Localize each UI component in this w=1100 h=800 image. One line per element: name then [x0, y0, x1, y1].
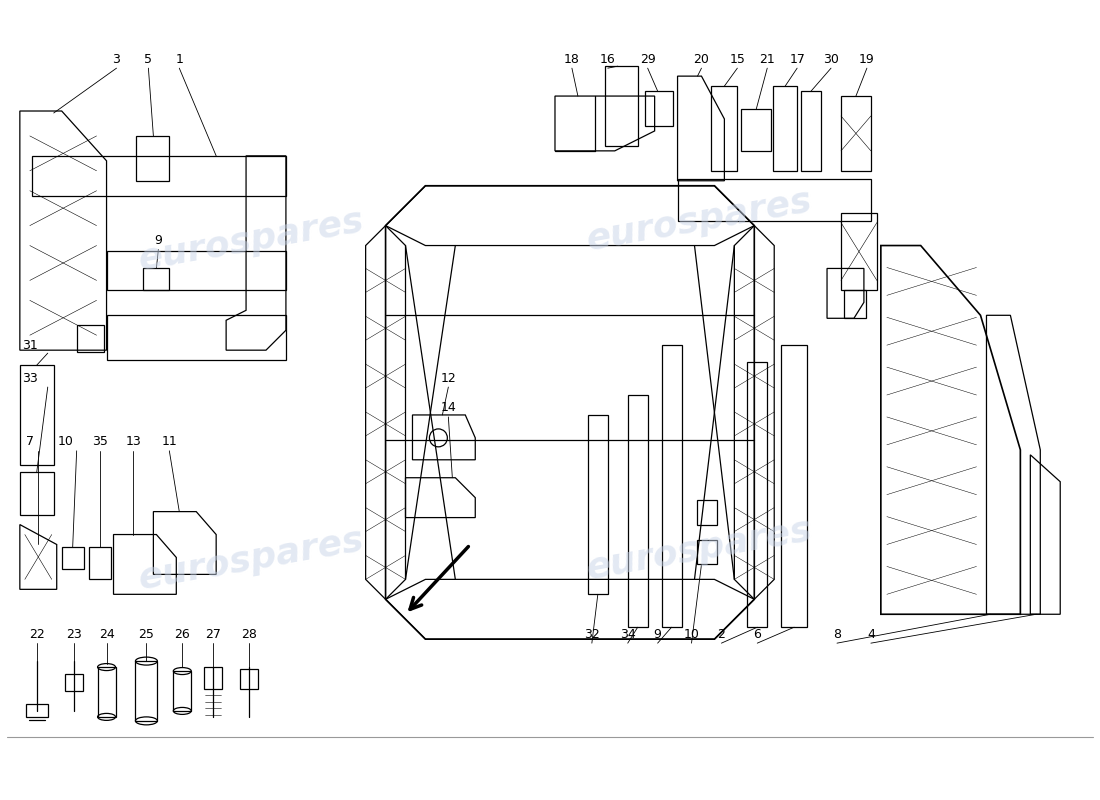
Text: 17: 17 [789, 53, 805, 66]
Text: 34: 34 [620, 628, 636, 641]
Text: 30: 30 [823, 53, 839, 66]
Text: 8: 8 [833, 628, 842, 641]
Bar [697, 500, 717, 525]
Text: 21: 21 [759, 53, 775, 66]
Text: 9: 9 [154, 234, 163, 247]
Text: 10: 10 [58, 435, 74, 448]
Text: 24: 24 [99, 628, 114, 641]
Bar [697, 539, 717, 565]
Bar [844, 290, 866, 318]
Text: 4: 4 [867, 628, 875, 641]
Text: 27: 27 [206, 628, 221, 641]
Text: 28: 28 [241, 628, 257, 641]
Text: 13: 13 [125, 435, 141, 448]
Text: eurospares: eurospares [584, 184, 815, 258]
Text: 9: 9 [653, 628, 661, 641]
Bar [62, 547, 84, 570]
Text: 20: 20 [693, 53, 710, 66]
Text: 22: 22 [29, 628, 45, 641]
Text: 12: 12 [440, 371, 456, 385]
Text: 29: 29 [640, 53, 656, 66]
Bar [89, 547, 110, 579]
Text: 19: 19 [859, 53, 874, 66]
Text: 1: 1 [175, 53, 184, 66]
Bar [77, 326, 103, 352]
Text: eurospares: eurospares [135, 523, 366, 596]
Text: 32: 32 [584, 628, 600, 641]
Text: 5: 5 [144, 53, 153, 66]
Text: 10: 10 [683, 628, 700, 641]
Text: 7: 7 [25, 435, 34, 448]
Bar [645, 91, 672, 126]
Text: 23: 23 [66, 628, 81, 641]
Text: 2: 2 [717, 628, 725, 641]
Text: 15: 15 [729, 53, 746, 66]
Text: 26: 26 [175, 628, 190, 641]
Text: 35: 35 [91, 435, 108, 448]
Text: 33: 33 [22, 371, 37, 385]
Text: 31: 31 [22, 338, 37, 352]
Text: 18: 18 [564, 53, 580, 66]
Text: 3: 3 [112, 53, 120, 66]
Text: eurospares: eurospares [584, 513, 815, 586]
Bar [143, 269, 169, 290]
Text: 6: 6 [754, 628, 761, 641]
Text: 16: 16 [600, 53, 616, 66]
Text: eurospares: eurospares [135, 204, 366, 277]
Text: 25: 25 [139, 628, 154, 641]
Bar [741, 109, 771, 151]
Text: 14: 14 [440, 402, 456, 414]
Text: 11: 11 [162, 435, 177, 448]
